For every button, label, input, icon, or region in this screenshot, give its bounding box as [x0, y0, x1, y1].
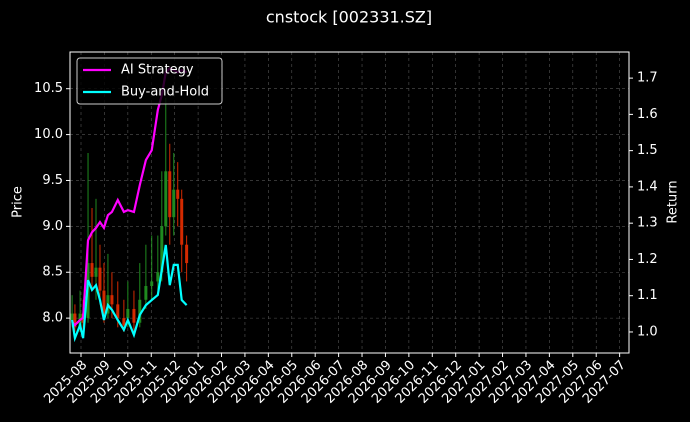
y2-tick-label: 1.0 [637, 324, 658, 339]
y-tick-label: 8.0 [42, 311, 63, 326]
candle-body [168, 171, 172, 218]
y2-tick-label: 1.2 [637, 252, 658, 267]
y-tick-label: 8.5 [42, 265, 63, 280]
candle-body [73, 313, 77, 328]
candle-body [132, 308, 136, 323]
legend-label: Buy-and-Hold [121, 85, 209, 100]
y2-tick-label: 1.1 [637, 288, 658, 303]
candle-body [180, 198, 184, 245]
y-tick-label: 9.0 [42, 219, 63, 234]
candle-body [102, 290, 106, 314]
candle-body [110, 295, 114, 305]
candle-body [138, 299, 142, 323]
candle-body [172, 189, 176, 218]
candle-body [94, 267, 98, 277]
candle-body [176, 189, 180, 199]
y-tick-label: 10.5 [34, 81, 63, 96]
y2-tick-label: 1.7 [637, 71, 658, 86]
candle-body [122, 318, 126, 326]
candle-body [160, 226, 164, 273]
candle-body [98, 267, 102, 291]
plot-frame [69, 51, 630, 354]
y-axis-label: Price [11, 186, 26, 218]
y2-tick-label: 1.4 [637, 179, 658, 194]
y2-tick-label: 1.5 [637, 143, 658, 158]
candle-body [156, 272, 160, 282]
candle-body [126, 308, 130, 319]
candle-body [164, 171, 168, 227]
legend-label: AI Strategy [121, 63, 194, 78]
candle-body [90, 263, 94, 277]
candle-body [116, 304, 120, 319]
y-tick-label: 9.5 [42, 173, 63, 188]
candle-body [150, 281, 154, 287]
candle-body [185, 244, 189, 264]
y2-tick-label: 1.6 [637, 107, 658, 122]
candle-body [144, 286, 148, 300]
y2-tick-label: 1.3 [637, 216, 658, 231]
legend-box [76, 57, 223, 105]
y2-axis-label: Return [666, 180, 681, 223]
series-line [71, 244, 188, 343]
candle-body [70, 313, 74, 320]
chart-title: cnstock [002331.SZ] [266, 8, 432, 27]
y-tick-label: 10.0 [34, 127, 63, 142]
